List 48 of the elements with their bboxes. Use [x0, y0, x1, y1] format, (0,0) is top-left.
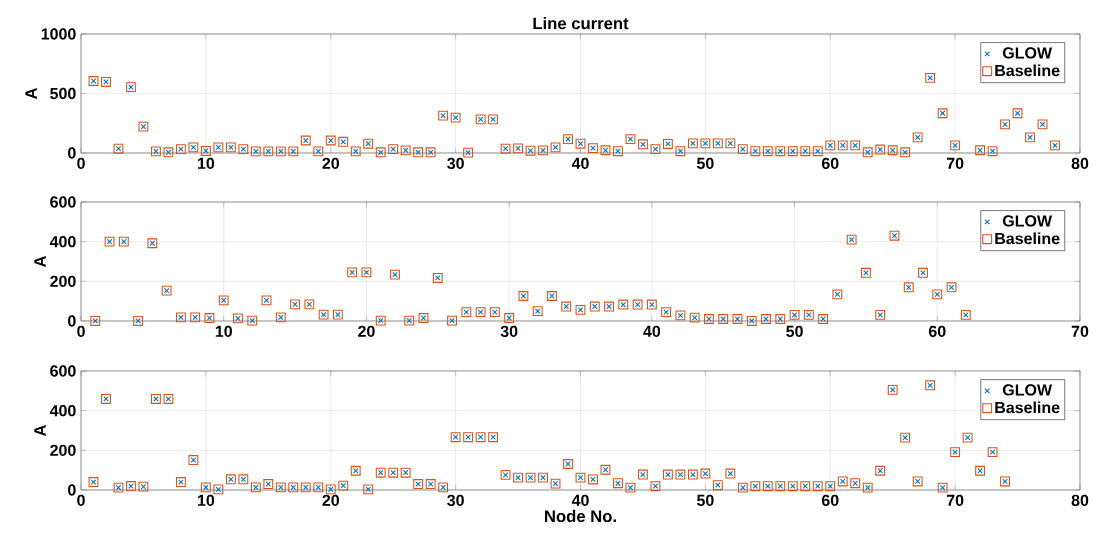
legend-label: GLOW	[1002, 215, 1053, 227]
chart-title: Line current	[533, 17, 629, 30]
legend-label: Baseline	[995, 232, 1060, 245]
x-tick-label: 20	[322, 494, 339, 507]
y-tick-label: 0	[68, 147, 76, 159]
x-tick-label: 40	[643, 325, 661, 338]
legend-label: GLOW	[1002, 47, 1053, 59]
y-tick-label: 0	[68, 484, 76, 496]
x-tick-label: 30	[447, 157, 464, 170]
x-tick-label: 10	[215, 325, 232, 338]
y-tick-label: 400	[49, 236, 76, 248]
legend-label: GLOW	[1002, 384, 1053, 396]
x-tick-label: 60	[928, 325, 946, 338]
x-tick-label: 60	[821, 494, 839, 507]
x-tick-label: 20	[322, 157, 339, 170]
x-tick-label: 10	[197, 157, 215, 170]
x-tick-label: 40	[571, 494, 589, 507]
x-tick-label: 80	[1071, 157, 1089, 170]
x-tick-label: 20	[358, 325, 375, 338]
x-tick-label: 10	[197, 494, 215, 507]
y-axis-title: A	[34, 424, 46, 437]
x-tick-label: 70	[946, 157, 964, 170]
x-tick-label: 30	[500, 325, 518, 338]
legend-label: Baseline	[995, 401, 1060, 414]
y-tick-label: 0	[68, 315, 76, 327]
x-tick-label: 40	[571, 157, 589, 170]
y-tick-label: 200	[50, 444, 76, 456]
x-tick-label: 0	[77, 494, 85, 507]
legend-label: Baseline	[995, 64, 1060, 77]
x-axis-title: Node No.	[545, 509, 616, 523]
y-tick-label: 600	[50, 365, 76, 377]
y-axis-title: A	[34, 255, 46, 268]
y-tick-label: 500	[50, 87, 76, 100]
x-tick-label: 50	[696, 494, 714, 507]
x-tick-label: 30	[447, 494, 464, 507]
y-tick-label: 1000	[41, 28, 76, 40]
x-tick-label: 70	[1071, 325, 1089, 338]
x-tick-label: 0	[77, 325, 85, 338]
x-tick-label: 60	[821, 157, 839, 170]
y-tick-label: 400	[49, 405, 76, 417]
x-tick-label: 80	[1071, 494, 1089, 507]
x-tick-label: 50	[696, 157, 714, 170]
x-tick-label: 50	[786, 325, 803, 338]
x-tick-label: 70	[946, 494, 964, 507]
y-tick-label: 600	[50, 196, 76, 208]
y-tick-label: 200	[50, 275, 76, 287]
y-axis-title: A	[25, 87, 37, 100]
x-tick-label: 0	[77, 157, 85, 170]
